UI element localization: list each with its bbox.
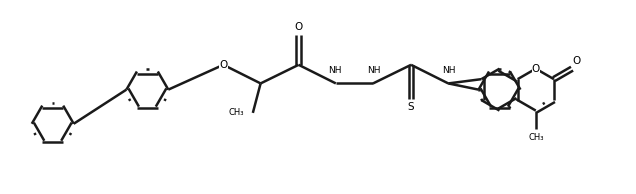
Text: O: O: [573, 56, 581, 66]
Text: NH: NH: [367, 66, 380, 75]
Text: O: O: [532, 64, 540, 74]
Text: S: S: [408, 102, 415, 112]
Text: NH: NH: [328, 66, 342, 75]
Text: CH₃: CH₃: [229, 108, 244, 117]
Text: CH₃: CH₃: [528, 133, 544, 141]
Text: O: O: [219, 60, 228, 70]
Text: NH: NH: [442, 66, 456, 75]
Text: O: O: [294, 22, 303, 32]
